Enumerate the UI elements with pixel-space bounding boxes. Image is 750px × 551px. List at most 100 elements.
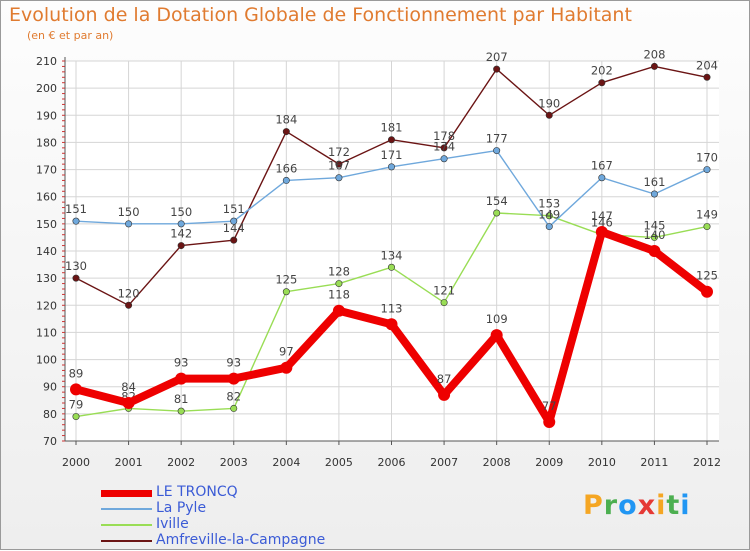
data-point xyxy=(230,236,238,244)
series-amfreville-la-campagne: 130 120 142 144 184 172 181 178 207 190 202 208 204 xyxy=(65,47,718,309)
data-point xyxy=(440,155,448,163)
data-point xyxy=(701,285,713,298)
data-point xyxy=(387,136,395,144)
data-point xyxy=(440,144,448,152)
x-tick-label: 2006 xyxy=(378,456,406,469)
data-point xyxy=(227,372,240,385)
data-point xyxy=(703,166,711,174)
series-le-troncq: 89 84 93 93 97 118 113 87 109 77 147 140 125 xyxy=(69,209,718,428)
data-label: 113 xyxy=(381,301,403,315)
data-point xyxy=(282,288,290,296)
y-tick-label: 140 xyxy=(36,245,57,258)
watermark-letter: t xyxy=(666,490,681,521)
data-point xyxy=(72,413,80,421)
legend-label: Iville xyxy=(156,516,189,532)
y-tick-label: 200 xyxy=(36,82,57,95)
watermark-letter: i xyxy=(656,490,667,521)
data-label: 84 xyxy=(121,380,136,394)
legend-label: LE TRONCQ xyxy=(156,484,238,500)
data-point xyxy=(440,299,448,307)
data-label: 87 xyxy=(437,372,452,386)
data-label: 118 xyxy=(328,288,350,302)
y-tick-label: 90 xyxy=(43,381,57,394)
y-tick-label: 120 xyxy=(36,299,57,312)
data-point xyxy=(545,223,553,231)
data-point xyxy=(177,242,185,250)
data-point xyxy=(280,361,293,374)
data-label: 167 xyxy=(328,159,350,173)
data-label: 184 xyxy=(275,113,297,127)
data-label: 204 xyxy=(696,58,718,72)
data-label: 161 xyxy=(643,175,665,189)
data-label: 171 xyxy=(381,148,403,162)
data-label: 170 xyxy=(696,151,718,165)
data-point xyxy=(703,223,711,231)
data-point xyxy=(490,329,503,342)
data-point xyxy=(385,318,398,331)
chart-title: Evolution de la Dotation Globale de Fonc… xyxy=(9,4,632,26)
y-tick-label: 80 xyxy=(43,408,57,421)
data-point xyxy=(703,73,711,81)
data-point xyxy=(335,280,343,288)
data-label: 202 xyxy=(591,64,613,78)
data-label: 125 xyxy=(696,269,718,283)
data-point xyxy=(438,388,451,401)
data-label: 190 xyxy=(538,96,560,110)
data-point xyxy=(122,397,135,409)
data-label: 81 xyxy=(174,392,189,406)
data-point xyxy=(493,65,501,73)
y-tick-label: 210 xyxy=(36,55,57,68)
data-label: 153 xyxy=(538,197,560,211)
data-label: 140 xyxy=(643,228,665,242)
data-point xyxy=(282,176,290,184)
data-label: 146 xyxy=(591,216,613,230)
watermark-letter: x xyxy=(637,490,657,521)
data-point xyxy=(598,79,606,87)
y-tick-label: 190 xyxy=(36,109,57,122)
data-label: 145 xyxy=(643,218,665,232)
data-label: 130 xyxy=(65,259,87,273)
x-tick-label: 2004 xyxy=(272,456,300,469)
data-point xyxy=(177,407,185,415)
data-point xyxy=(335,160,343,168)
data-label: 79 xyxy=(69,398,84,412)
data-label: 150 xyxy=(118,205,140,219)
watermark-letter: i xyxy=(680,490,691,521)
data-point xyxy=(125,301,133,309)
y-tick-label: 70 xyxy=(43,435,57,448)
legend-label: La Pyle xyxy=(156,500,207,516)
data-label: 151 xyxy=(65,202,87,216)
x-tick-label: 2012 xyxy=(693,456,721,469)
data-label: 125 xyxy=(275,273,297,287)
x-tick-label: 2011 xyxy=(640,456,668,469)
x-tick-label: 2000 xyxy=(62,456,90,469)
data-point xyxy=(177,220,185,228)
data-point xyxy=(332,304,345,317)
x-tick-label: 2003 xyxy=(220,456,248,469)
data-label: 144 xyxy=(223,221,245,235)
data-point xyxy=(335,174,343,182)
data-point xyxy=(543,416,556,428)
data-point xyxy=(598,174,606,182)
data-label: 166 xyxy=(275,161,297,175)
y-tick-label: 100 xyxy=(36,354,57,367)
x-tick-label: 2002 xyxy=(167,456,195,469)
data-label: 150 xyxy=(170,205,192,219)
data-label: 172 xyxy=(328,145,350,159)
legend-swatch xyxy=(101,490,152,497)
data-point xyxy=(545,212,553,220)
data-point xyxy=(493,209,501,217)
data-label: 154 xyxy=(486,194,508,208)
data-label: 77 xyxy=(542,399,557,413)
data-point xyxy=(545,111,553,119)
data-label: 149 xyxy=(538,208,560,222)
legend-swatch xyxy=(101,524,152,526)
data-point xyxy=(648,245,661,257)
data-label: 181 xyxy=(381,121,403,135)
y-tick-label: 110 xyxy=(36,326,57,339)
y-tick-label: 130 xyxy=(36,272,57,285)
data-point xyxy=(282,128,290,136)
data-label: 208 xyxy=(643,47,665,61)
legend-swatch xyxy=(101,540,152,542)
